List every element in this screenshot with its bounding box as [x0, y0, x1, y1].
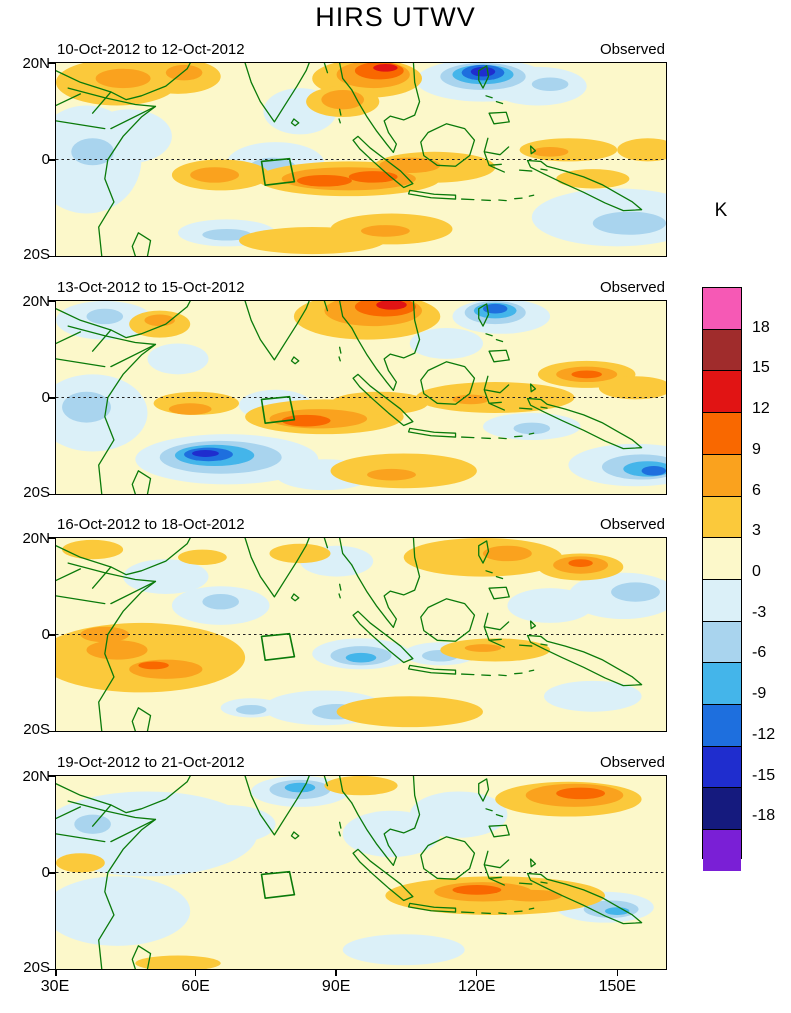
- colorbar-segment: [703, 704, 741, 746]
- y-axis-tick: [48, 493, 55, 495]
- map-panel: 13-Oct-2012 to 15-Oct-2012 Observed 20N 0 20…: [22, 279, 667, 501]
- colorbar-tick-label: 15: [752, 359, 770, 377]
- x-axis-tick: [194, 970, 197, 976]
- colorbar-tick-label: 6: [752, 481, 761, 499]
- x-axis-label: 90E: [321, 978, 351, 995]
- colorbar-labels: 18 15 12 9 6 3 0 -3 -6 -9 -12 -15 -18: [752, 287, 791, 857]
- colorbar-tick-label: 3: [752, 522, 761, 540]
- x-axis-label: 120E: [458, 978, 496, 995]
- panel-header: 13-Oct-2012 to 15-Oct-2012 Observed: [56, 279, 666, 299]
- panel-date-range: 13-Oct-2012 to 15-Oct-2012: [57, 279, 245, 296]
- colorbar-units-label: K: [714, 200, 728, 221]
- colorbar-tick-label: 12: [752, 400, 770, 418]
- panel-header: 19-Oct-2012 to 21-Oct-2012 Observed: [56, 754, 666, 774]
- colorbar-segment: [703, 453, 741, 496]
- colorbar-tick-label: -9: [752, 685, 767, 703]
- colorbar-tick-label: 0: [752, 563, 761, 580]
- panel-source-label: Observed: [599, 279, 665, 296]
- contour-map: [56, 776, 666, 969]
- colorbar-segment: [703, 288, 741, 329]
- panel-date-range: 10-Oct-2012 to 12-Oct-2012: [57, 41, 245, 58]
- panel-header: 10-Oct-2012 to 12-Oct-2012 Observed: [56, 41, 666, 61]
- colorbar-segment: [703, 787, 741, 830]
- colorbar-tick-label: 18: [752, 318, 770, 336]
- y-axis-label: 20N: [22, 768, 50, 785]
- colorbar-segment: [703, 829, 741, 871]
- map-panel: 10-Oct-2012 to 12-Oct-2012 Observed 20N 0 20…: [22, 41, 667, 263]
- y-axis-label: 20N: [22, 530, 50, 547]
- colorbar-segment: [703, 662, 741, 705]
- y-axis-label: 0: [41, 150, 50, 168]
- y-axis-tick: [48, 730, 55, 732]
- colorbar-segment: [703, 370, 741, 413]
- y-axis-tick: [48, 159, 55, 161]
- x-axis-label: 150E: [598, 978, 636, 995]
- y-axis-label: 20S: [23, 484, 50, 501]
- panel-source-label: Observed: [599, 41, 665, 58]
- contour-map: [56, 301, 666, 494]
- panel-source-label: Observed: [599, 754, 665, 771]
- x-axis-tick: [616, 970, 619, 976]
- target-region-box: [262, 397, 295, 423]
- colorbar-segment: [703, 537, 741, 579]
- y-axis-tick: [48, 872, 55, 874]
- panel-date-range: 19-Oct-2012 to 21-Oct-2012: [57, 754, 245, 771]
- colorbar: [702, 287, 742, 871]
- x-axis: 30E 60E 90E 120E 150E: [41, 970, 667, 1010]
- map-panel: 19-Oct-2012 to 21-Oct-2012 Observed 20N 0 20…: [22, 754, 667, 976]
- y-axis-tick: [48, 255, 55, 257]
- panel-date-range: 16-Oct-2012 to 18-Oct-2012: [57, 516, 245, 533]
- y-axis-label: 0: [41, 625, 50, 643]
- map-panel: 16-Oct-2012 to 18-Oct-2012 Observed 20N 0 20…: [22, 516, 667, 738]
- colorbar-segment: [703, 745, 741, 788]
- target-region-box: [262, 872, 295, 898]
- x-axis-tick: [335, 970, 337, 976]
- panel-source-label: Observed: [599, 516, 665, 533]
- y-axis-tick: [48, 968, 55, 970]
- contour-map: [56, 63, 666, 256]
- panel-header: 16-Oct-2012 to 18-Oct-2012 Observed: [56, 516, 666, 536]
- x-axis-label: 60E: [181, 978, 210, 995]
- y-axis-label: 20S: [23, 246, 50, 263]
- figure-title: HIRS UTWV: [315, 2, 476, 32]
- y-axis-label: 20S: [23, 959, 50, 976]
- target-region-box: [262, 634, 295, 660]
- y-axis-label: 0: [41, 388, 50, 406]
- y-axis-tick: [48, 775, 55, 777]
- colorbar-tick-label: -3: [752, 603, 767, 621]
- colorbar-tick-label: -15: [752, 766, 776, 784]
- colorbar-tick-label: -6: [752, 644, 767, 662]
- colorbar-tick-label: -12: [752, 725, 776, 743]
- colorbar-segment: [703, 620, 741, 663]
- x-axis-tick: [475, 970, 478, 976]
- y-axis-tick: [48, 634, 55, 636]
- y-axis-label: 20S: [23, 721, 50, 738]
- y-axis-label: 20N: [22, 293, 50, 310]
- x-axis-label: 30E: [40, 978, 70, 995]
- colorbar-tick-label: 9: [752, 440, 761, 458]
- y-axis-tick: [48, 397, 55, 399]
- y-axis-tick: [48, 537, 55, 539]
- colorbar-segment: [703, 578, 741, 621]
- colorbar-segment: [703, 412, 741, 454]
- y-axis-tick: [48, 62, 55, 64]
- contour-map: [56, 538, 666, 731]
- colorbar-segment: [703, 328, 741, 371]
- y-axis-tick: [48, 300, 55, 302]
- target-region-box: [262, 159, 295, 185]
- colorbar-segment: [703, 495, 741, 538]
- x-axis-tick: [55, 970, 57, 976]
- y-axis-label: 0: [41, 863, 50, 881]
- y-axis-label: 20N: [22, 55, 50, 72]
- colorbar-tick-label: -18: [752, 807, 776, 825]
